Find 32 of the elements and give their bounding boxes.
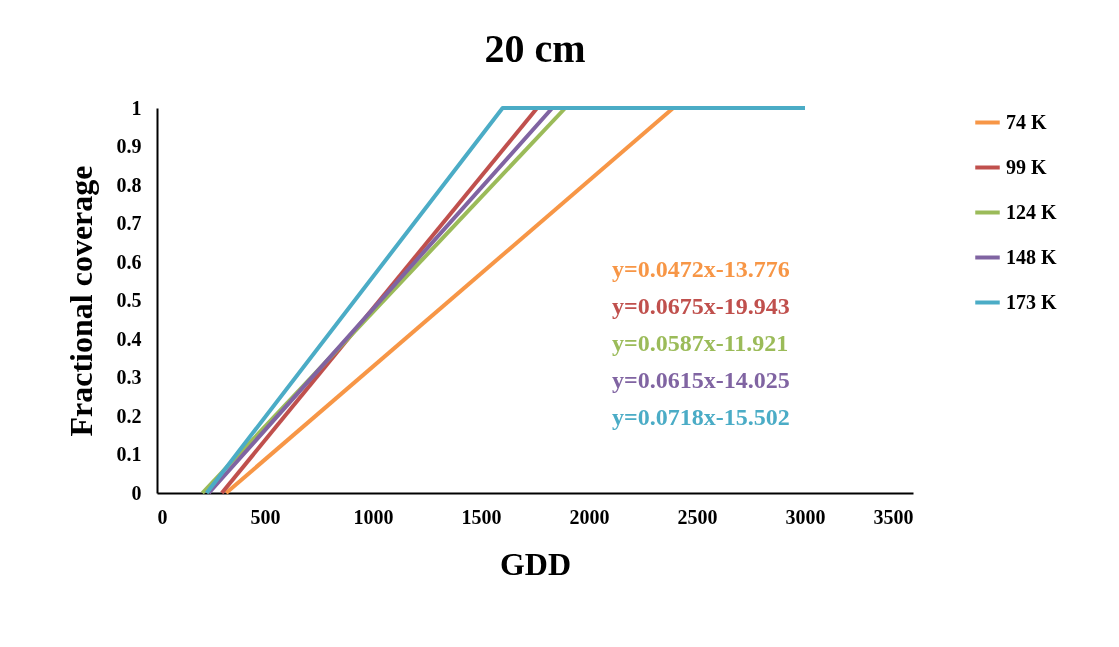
y-tick-label: 1	[131, 96, 142, 119]
x-tick-label: 3000	[785, 505, 826, 528]
y-tick-label: 0	[131, 481, 142, 504]
legend-label: 148 K	[1006, 245, 1057, 268]
legend-label: 124 K	[1006, 200, 1057, 223]
y-tick-label: 0.6	[116, 250, 142, 273]
y-tick-label: 0.2	[116, 404, 142, 427]
annotation: y=0.0587x-11.921	[612, 330, 789, 356]
y-axis-title: Fractional coverage	[62, 165, 99, 437]
y-tick-label: 0.4	[116, 327, 142, 350]
x-tick-label: 1000	[353, 505, 394, 528]
legend-label: 99 K	[1006, 155, 1047, 178]
annotation: y=0.0472x-13.776	[612, 256, 790, 282]
y-tick-label: 0.3	[116, 366, 142, 388]
x-tick-label: 1500	[461, 505, 502, 528]
x-tick-label: 2000	[569, 505, 610, 528]
y-tick-label: 0.5	[116, 289, 142, 311]
x-tick-label: 2500	[677, 505, 718, 528]
x-tick-label: 3500	[873, 505, 914, 528]
legend-label: 173 K	[1006, 290, 1057, 313]
annotation: y=0.0615x-14.025	[612, 367, 790, 393]
x-axis-title: GDD	[499, 545, 572, 582]
legend-label: 74 K	[1006, 110, 1047, 133]
x-tick-label: 500	[250, 505, 281, 528]
chart-title: 20 cm	[484, 26, 586, 71]
y-tick-label: 0.8	[116, 173, 142, 196]
y-tick-label: 0.1	[116, 443, 142, 465]
y-tick-label: 0.7	[116, 212, 142, 234]
x-tick-label: 0	[157, 505, 168, 528]
annotation: y=0.0718x-15.502	[612, 404, 790, 430]
y-tick-label: 0.9	[116, 135, 142, 157]
annotation: y=0.0675x-19.943	[612, 293, 790, 319]
